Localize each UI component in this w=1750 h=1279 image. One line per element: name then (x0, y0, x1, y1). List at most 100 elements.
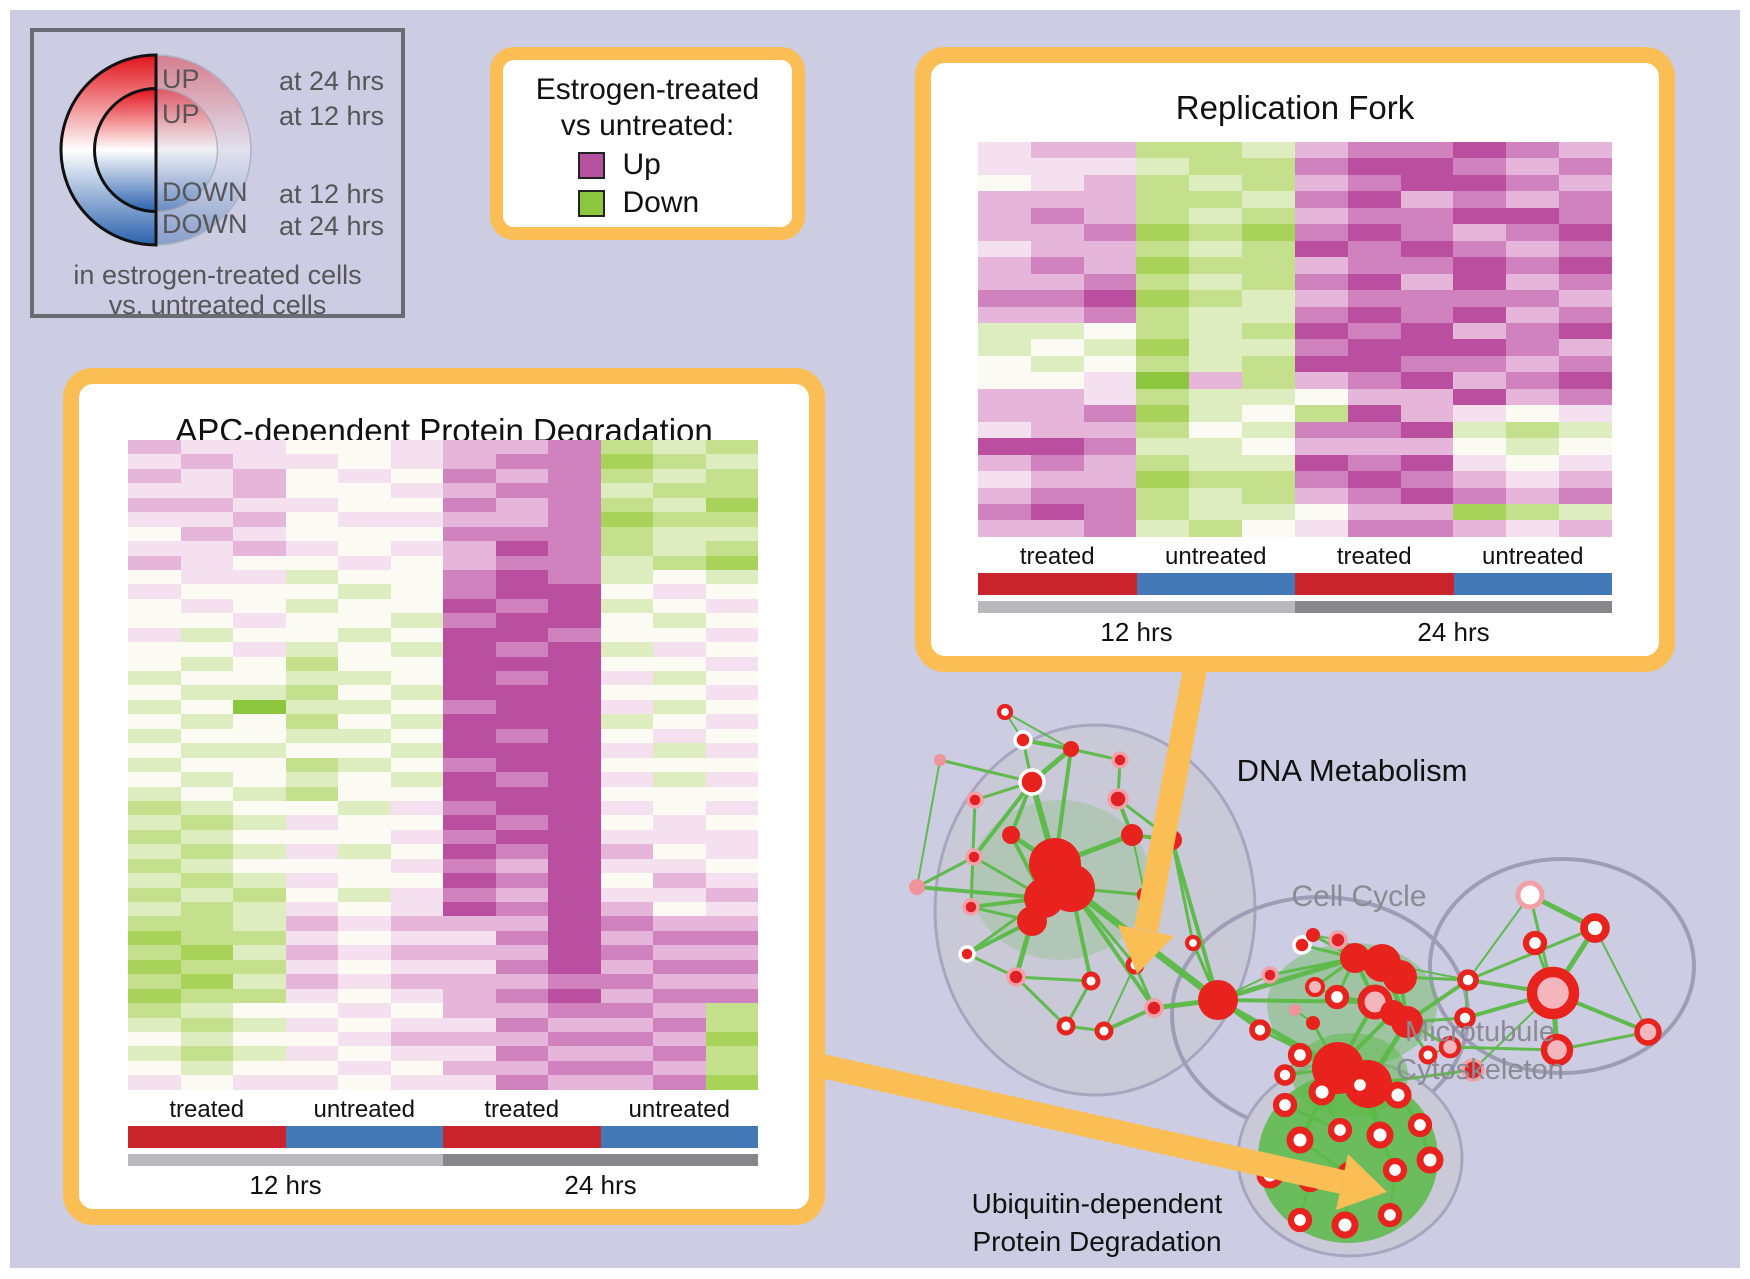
heatmap-cell (548, 815, 601, 830)
apc-time-labels: 12 hrs 24 hrs (128, 1170, 758, 1200)
heatmap-cell (128, 497, 181, 513)
heatmap-row (978, 240, 1612, 258)
heatmap-cell (705, 800, 758, 816)
heatmap-cell (1030, 207, 1084, 225)
heatmap-cell (180, 483, 233, 498)
legend-time-24b: at 24 hrs (279, 211, 385, 241)
heatmap-cell (390, 887, 443, 902)
heatmap-cell (1400, 405, 1454, 422)
heatmap-row (978, 191, 1612, 208)
heatmap-cell (180, 1046, 233, 1061)
heatmap-cell (1347, 224, 1401, 241)
heatmap-cell (1242, 454, 1295, 472)
heatmap-cell (1242, 487, 1295, 504)
heatmap-cell (1136, 290, 1190, 307)
heatmap-cell (180, 1017, 233, 1032)
heatmap-cell (285, 584, 338, 599)
heatmap-cell (495, 772, 548, 787)
heatmap-cell (180, 815, 233, 830)
heatmap-cell (548, 916, 601, 931)
heatmap-cell (1030, 520, 1084, 537)
group-color-bar (128, 1126, 286, 1148)
heatmap-cell (1506, 322, 1560, 340)
heatmap-cell (338, 555, 391, 570)
heatmap-row (128, 728, 758, 744)
heatmap-cell (1030, 142, 1084, 159)
heatmap-cell (338, 772, 391, 787)
heatmap-cell (1136, 503, 1190, 521)
heatmap-cell (600, 1017, 653, 1032)
heatmap-cell (285, 613, 338, 628)
heatmap-cell (1242, 322, 1295, 340)
heatmap-cell (600, 815, 653, 830)
heatmap-cell (443, 829, 496, 845)
heatmap-cell (1347, 355, 1401, 373)
heatmap-cell (233, 642, 286, 657)
heatmap-cell (600, 974, 653, 989)
heatmap-cell (653, 555, 706, 570)
heatmap-cell (705, 873, 758, 888)
heatmap-cell (600, 844, 653, 859)
heatmap-cell (548, 945, 601, 960)
heatmap-cell (443, 671, 496, 686)
heatmap-cell (1453, 257, 1507, 274)
heatmap-cell (978, 520, 1031, 537)
heatmap-cell (180, 902, 233, 917)
heatmap-cell (1453, 438, 1507, 455)
heatmap-cell (1242, 405, 1295, 422)
heatmap-cell (390, 468, 443, 484)
heatmap-row (128, 945, 758, 960)
heatmap-cell (338, 757, 391, 773)
heatmap-cell (1400, 487, 1454, 504)
time-label: 12 hrs (1100, 617, 1173, 647)
heatmap-cell (1242, 438, 1295, 455)
heatmap-cell (233, 974, 286, 989)
heatmap-cell (390, 959, 443, 975)
heatmap-cell (1506, 421, 1560, 439)
apc-panel: APC-dependent Protein Degradation treate… (63, 368, 825, 1225)
heatmap-cell (180, 555, 233, 570)
heatmap-cell (390, 526, 443, 542)
heatmap-cell (1453, 503, 1507, 521)
heatmap-cell (443, 800, 496, 816)
heatmap-cell (285, 945, 338, 960)
heatmap-cell (495, 902, 548, 917)
heatmap-cell (1559, 174, 1612, 192)
heatmap-cell (1347, 306, 1401, 323)
heatmap-row (128, 440, 758, 455)
heatmap-cell (1030, 240, 1084, 258)
heatmap-cell (338, 858, 391, 874)
heatmap-cell (1400, 322, 1454, 340)
heatmap-cell (128, 902, 181, 917)
heatmap-cell (653, 642, 706, 657)
heatmap-cell (1083, 438, 1137, 455)
group-color-bar (1136, 573, 1295, 595)
heatmap-row (128, 468, 758, 484)
heatmap-cell (285, 743, 338, 758)
heatmap-cell (1294, 240, 1348, 258)
heatmap-cell (285, 887, 338, 902)
heatmap-cell (1189, 438, 1243, 455)
heatmap-cell (390, 728, 443, 744)
heatmap-cell (338, 930, 391, 946)
heatmap-cell (1506, 207, 1560, 225)
heatmap-cell (600, 440, 653, 455)
heatmap-cell (1506, 487, 1560, 504)
heatmap-cell (180, 699, 233, 715)
rf-heatmap (978, 142, 1612, 537)
heatmap-cell (233, 714, 286, 729)
heatmap-cell (705, 1017, 758, 1032)
heatmap-cell (1400, 224, 1454, 241)
heatmap-cell (548, 1031, 601, 1047)
heatmap-cell (1294, 487, 1348, 504)
heatmap-cell (1400, 438, 1454, 455)
heatmap-cell (600, 714, 653, 729)
heatmap-cell (600, 728, 653, 744)
heatmap-cell (1189, 191, 1243, 208)
heatmap-cell (1559, 355, 1612, 373)
heatmap-cell (338, 873, 391, 888)
ubiquitin-label-line1: Ubiquitin-dependent (971, 1188, 1223, 1219)
heatmap-cell (233, 1046, 286, 1061)
rf-time-bars (978, 601, 1612, 613)
heatmap-cell (128, 930, 181, 946)
